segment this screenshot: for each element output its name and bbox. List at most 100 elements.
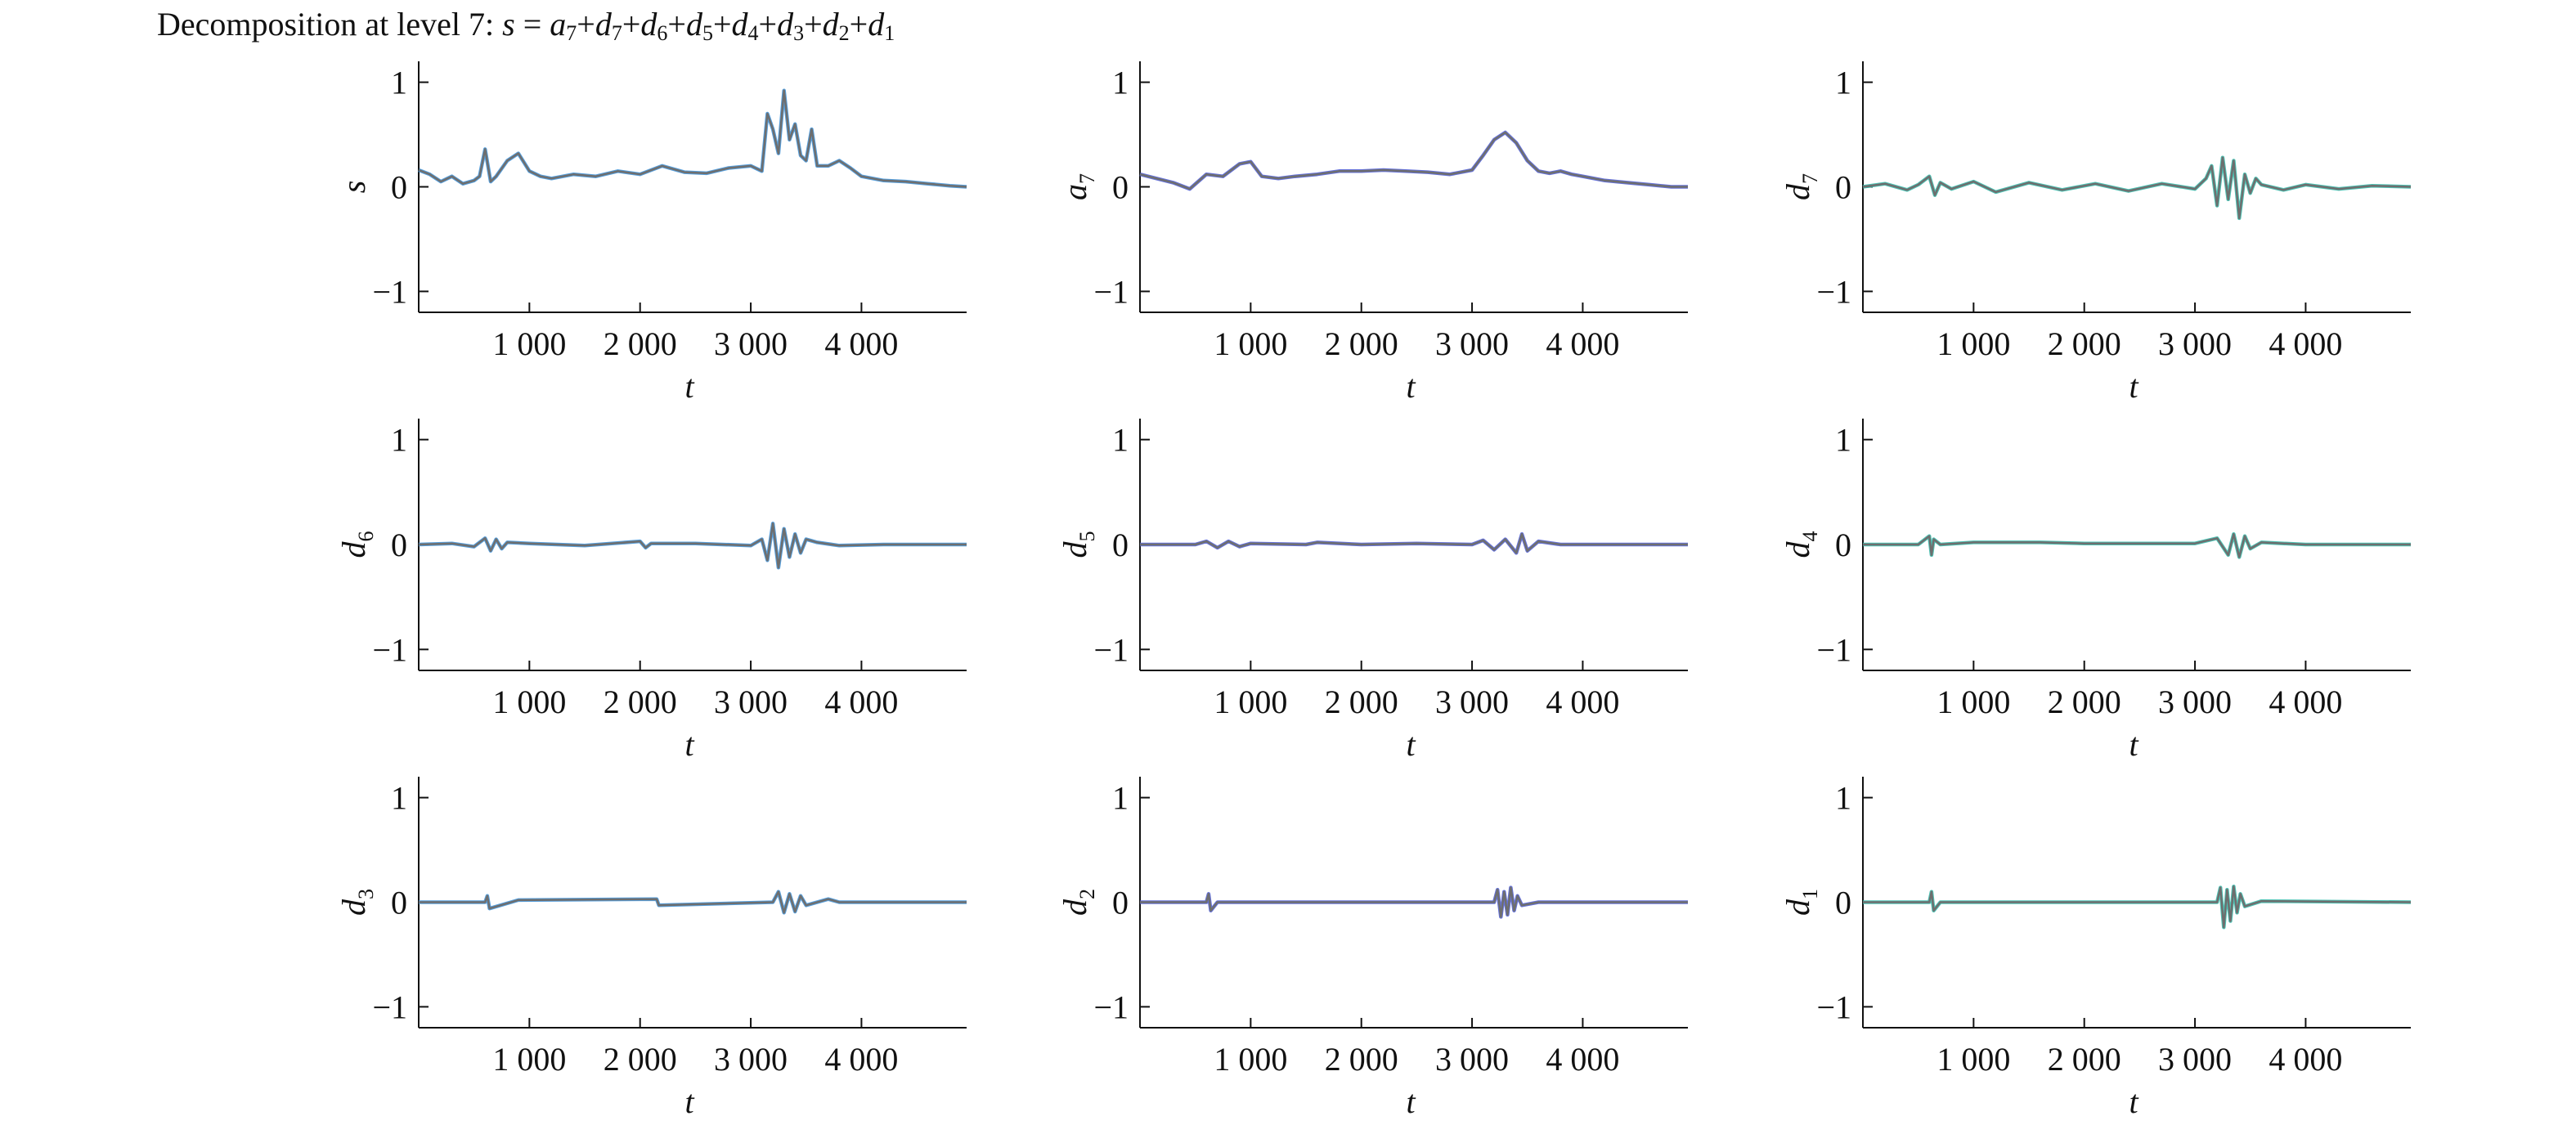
subplot-d4: −1 0 1 1 000 2 000 3 000 4 000 t d4 [1779,419,2411,763]
y-tick-label: −1 [1816,988,1851,1025]
title-formula-subscript: 7 [611,21,622,45]
title-formula-subscript: 7 [566,21,577,45]
x-tick-label: 2 000 [604,684,677,720]
y-tick-label: −1 [1816,273,1851,310]
subplot-d3: −1 0 1 1 000 2 000 3 000 4 000 t d3 [335,777,967,1120]
title-formula-token: d [640,6,657,43]
title-formula-token: = [514,6,550,43]
subplot-d7: −1 0 1 1 000 2 000 3 000 4 000 t d7 [1779,61,2412,405]
x-tick-label: 2 000 [2048,1041,2121,1078]
x-tick-label: 1 000 [492,1041,566,1078]
y-tick-label: 0 [391,527,407,563]
series-line [1863,885,2412,929]
title-formula-subscript: 2 [838,21,850,45]
title-formula-token: d [868,6,885,43]
y-tick-label: 1 [391,65,407,101]
subplot-d2: −1 0 1 1 000 2 000 3 000 4 000 t d2 [1057,777,1688,1120]
x-tick-label: 3 000 [1435,684,1509,720]
title-formula-subscript: 3 [793,21,805,45]
y-tick-label: −1 [1093,273,1129,310]
series-line [1140,886,1688,918]
y-tick-label: −1 [372,988,407,1025]
x-tick-label: 1 000 [1936,684,2010,720]
y-axis-label: d5 [1057,531,1099,558]
x-axis-label: t [684,726,694,763]
x-tick-label: 1 000 [1936,1041,2010,1078]
y-tick-label: 1 [391,422,407,459]
title-formula-token: d [685,6,702,43]
title-formula-token: + [622,6,641,43]
y-axis-label-base: d [1779,899,1816,916]
y-axis-label-base: d [1057,899,1093,916]
y-axis-label-subscript: 3 [354,889,378,899]
y-axis-label: d7 [1779,173,1822,200]
x-tick-label: 2 000 [604,325,677,362]
y-tick-label: −1 [372,631,407,668]
x-tick-label: 4 000 [1546,325,1619,362]
y-axis-label-subscript: 4 [1798,531,1822,542]
y-axis-label-subscript: 6 [354,531,378,542]
x-axis-label: t [684,368,694,405]
title-formula-token: + [849,6,868,43]
y-axis-label: a7 [1057,173,1099,200]
x-tick-label: 1 000 [1936,325,2010,362]
y-axis-label-base: d [335,541,372,558]
x-tick-label: 1 000 [492,325,566,362]
x-tick-label: 3 000 [2158,684,2232,720]
x-tick-label: 3 000 [714,684,788,720]
title-formula-token: d [777,6,794,43]
y-tick-label: 1 [1835,422,1851,459]
x-axis-label: t [1406,1083,1416,1120]
y-tick-label: 1 [1112,422,1129,459]
x-tick-label: 4 000 [1546,1041,1619,1078]
series-line-colored [1863,885,2412,930]
y-tick-label: 1 [1835,780,1851,817]
y-tick-label: 1 [1835,65,1851,101]
title-formula-token: d [822,6,839,43]
x-tick-label: 2 000 [2048,684,2121,720]
y-axis-label: d1 [1779,889,1822,916]
y-axis-label: d6 [335,531,378,558]
y-axis-label-base: d [1057,541,1093,558]
x-tick-label: 4 000 [1546,684,1619,720]
y-axis-label-subscript: 2 [1075,889,1099,899]
x-tick-label: 4 000 [2269,325,2342,362]
series-line [1140,532,1688,554]
y-tick-label: 0 [1835,885,1851,921]
y-tick-label: 1 [1112,65,1129,101]
title-formula-subscript: 5 [702,21,713,45]
y-tick-label: −1 [372,273,407,310]
y-axis-label-base: d [335,899,372,916]
x-tick-label: 1 000 [1214,684,1287,720]
y-axis-label: d2 [1057,889,1099,916]
y-tick-label: −1 [1816,631,1851,668]
title-formula-token: + [712,6,732,43]
x-tick-label: 2 000 [1325,325,1398,362]
x-tick-label: 1 000 [492,684,566,720]
x-tick-label: 3 000 [2158,325,2232,362]
y-axis-label-subscript: 7 [1798,173,1822,184]
y-axis-label-subscript: 5 [1075,531,1099,542]
x-axis-label: t [2129,726,2138,763]
subplot-a7: −1 0 1 1 000 2 000 3 000 4 000 t a7 [1057,61,1688,405]
x-tick-label: 2 000 [1325,1041,1398,1078]
x-axis-label: t [1406,726,1416,763]
series-line [419,890,967,914]
x-tick-label: 2 000 [1325,684,1398,720]
x-tick-label: 4 000 [2269,1041,2342,1078]
y-tick-label: 0 [391,885,407,921]
y-tick-label: 0 [1112,527,1129,563]
subplot-d5: −1 0 1 1 000 2 000 3 000 4 000 t d5 [1057,419,1688,763]
title-formula-token: + [667,6,686,43]
y-axis-label-subscript: 7 [1075,173,1099,184]
series-line [418,89,967,188]
title-formula-token: + [577,6,595,43]
x-tick-label: 1 000 [1214,325,1287,362]
series-line [1863,532,2411,558]
x-tick-label: 4 000 [824,684,898,720]
subplot-s: −1 0 1 1 000 2 000 3 000 4 000 t s [335,61,967,405]
y-tick-label: 0 [391,169,407,206]
subplot-d6: −1 0 1 1 000 2 000 3 000 4 000 t d6 [335,419,967,763]
